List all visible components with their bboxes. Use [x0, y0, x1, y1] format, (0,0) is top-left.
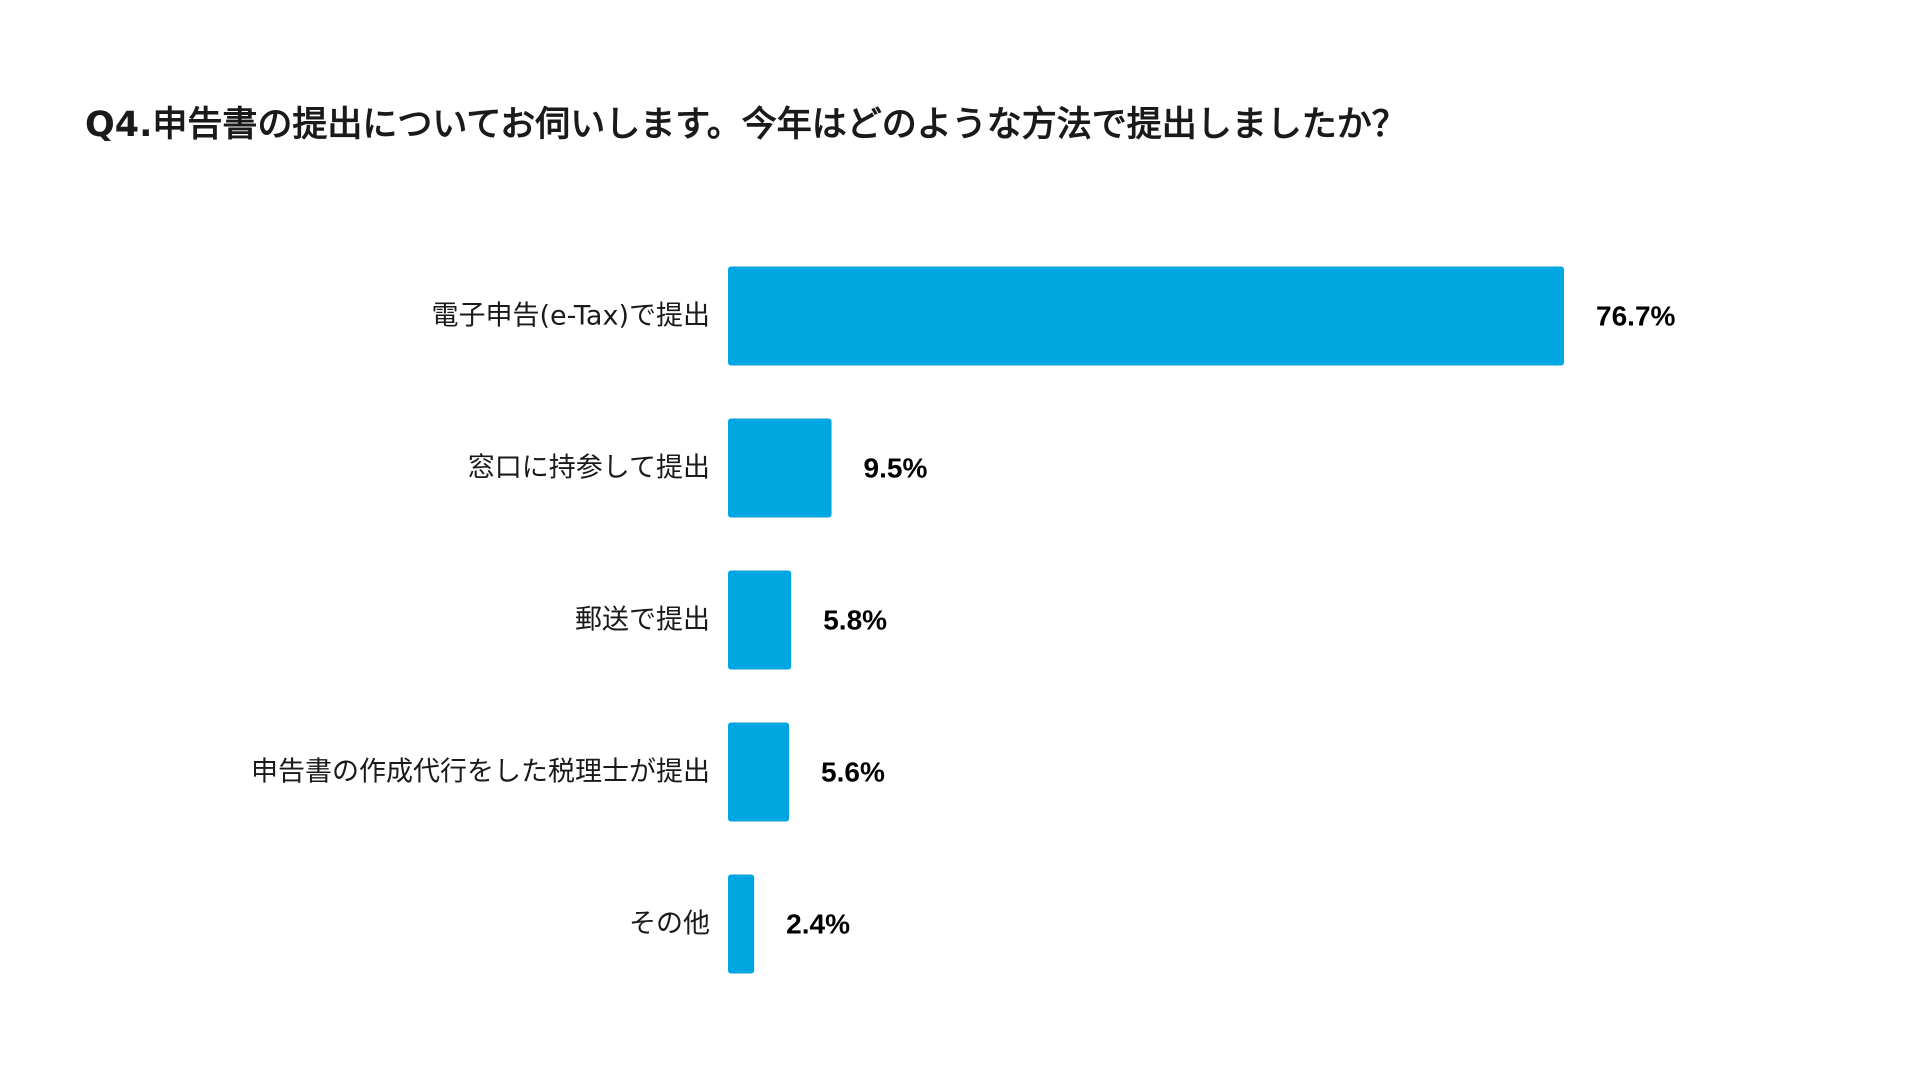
value-label-3: 5.6% — [821, 757, 885, 788]
value-label-2: 5.8% — [823, 605, 887, 636]
category-label-2: 郵送で提出 — [575, 605, 710, 636]
value-label-4: 2.4% — [786, 909, 850, 940]
category-label-0: 電子申告(e-Tax)で提出 — [432, 301, 711, 332]
category-label-3: 申告書の作成代行をした税理士が提出 — [251, 757, 710, 788]
category-label-4: その他 — [629, 909, 710, 940]
bar-0 — [728, 266, 1565, 366]
chart-title: Q4.申告書の提出についてお伺いします。今年はどのような方法で提出しましたか？ — [85, 105, 1407, 145]
bars-layer — [728, 266, 1565, 974]
value-label-1: 9.5% — [864, 453, 928, 484]
bar-4 — [728, 874, 755, 974]
bar-1 — [728, 418, 832, 518]
bar-3 — [728, 722, 790, 822]
value-labels: 76.7% 9.5% 5.8% 5.6% 2.4% — [786, 301, 1675, 940]
category-labels: 電子申告(e-Tax)で提出窓口に持参して提出郵送で提出申告書の作成代行をした税… — [251, 301, 710, 940]
value-label-0: 76.7% — [1596, 301, 1675, 332]
bar-2 — [728, 570, 792, 670]
category-label-1: 窓口に持参して提出 — [468, 453, 710, 484]
